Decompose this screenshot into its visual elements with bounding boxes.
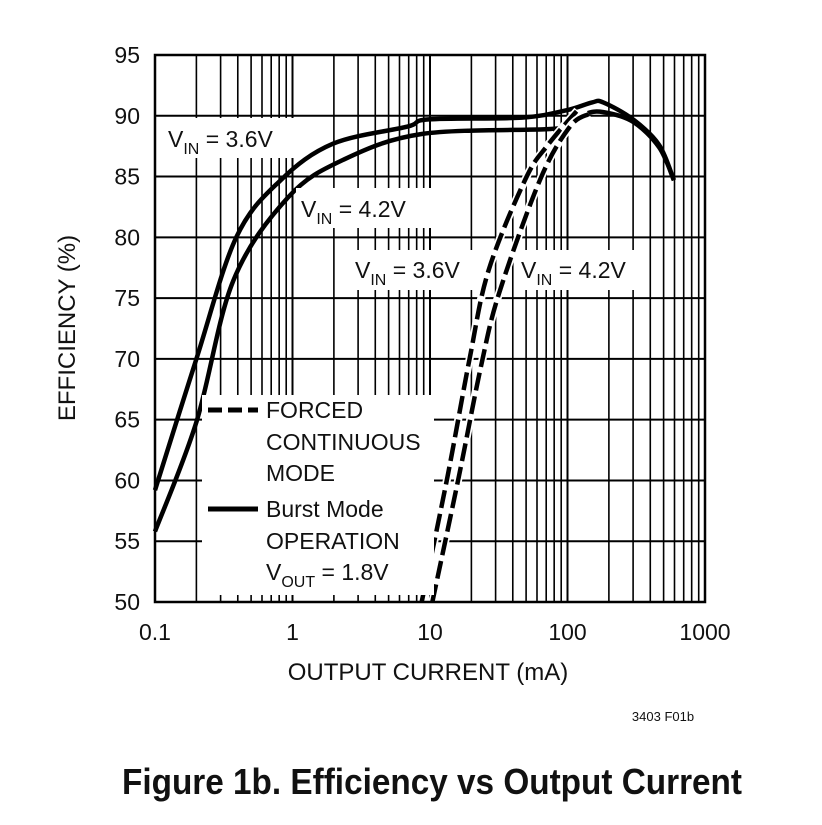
svg-text:Burst Mode: Burst Mode	[266, 496, 384, 522]
svg-text:VIN = 3.6V: VIN = 3.6V	[168, 126, 274, 158]
figure-id: 3403 F01b	[632, 709, 694, 724]
series-line-dashed-2	[419, 108, 580, 603]
y-tick-label: 85	[114, 164, 140, 190]
x-tick-label: 1000	[679, 619, 730, 645]
series-line-solid-1	[152, 109, 676, 533]
series-line-dashed-3	[430, 111, 591, 603]
y-axis-label: EFFICIENCY (%)	[54, 235, 81, 421]
x-tick-label: 0.1	[139, 619, 171, 645]
x-axis-label: OUTPUT CURRENT (mA)	[288, 659, 568, 686]
svg-text:VIN = 3.6V: VIN = 3.6V	[355, 257, 461, 289]
x-tick-label: 10	[417, 619, 443, 645]
svg-text:OPERATION: OPERATION	[266, 528, 400, 554]
series-line-solid-0	[152, 98, 676, 491]
series-label-forced-4.2: VIN = 4.2V	[516, 250, 646, 290]
svg-text:VIN = 4.2V: VIN = 4.2V	[301, 196, 407, 228]
y-tick-label: 90	[114, 103, 140, 129]
svg-text:CONTINUOUS: CONTINUOUS	[266, 429, 421, 455]
y-tick-label: 75	[114, 285, 140, 311]
y-tick-label: 80	[114, 224, 140, 250]
y-tick-label: 95	[114, 42, 140, 68]
plot-frame	[153, 53, 707, 604]
x-tick-label: 100	[548, 619, 586, 645]
y-tick-label: 65	[114, 407, 140, 433]
tick-labels: 50 55 60 65 70 75 80 85 90 95 0.1 1 10 100 1000	[114, 42, 730, 645]
y-tick-label: 55	[114, 528, 140, 554]
series-label-burst-3.6: VIN = 3.6V	[163, 118, 295, 158]
legend: FORCED CONTINUOUS MODE Burst Mode OPERAT…	[202, 395, 434, 595]
figure-caption: Figure 1b. Efficiency vs Output Current	[122, 761, 742, 802]
svg-text:VOUT = 1.8V: VOUT = 1.8V	[266, 559, 389, 591]
y-tick-label: 60	[114, 467, 140, 493]
y-tick-label: 50	[114, 589, 140, 615]
x-tick-label: 1	[286, 619, 299, 645]
svg-text:MODE: MODE	[266, 460, 335, 486]
series-label-burst-4.2: VIN = 4.2V	[296, 188, 432, 228]
series-label-forced-3.6: VIN = 3.6V	[350, 250, 480, 290]
svg-text:VIN = 4.2V: VIN = 4.2V	[521, 257, 627, 289]
y-tick-label: 70	[114, 346, 140, 372]
curves	[152, 98, 676, 603]
svg-text:FORCED: FORCED	[266, 397, 363, 423]
